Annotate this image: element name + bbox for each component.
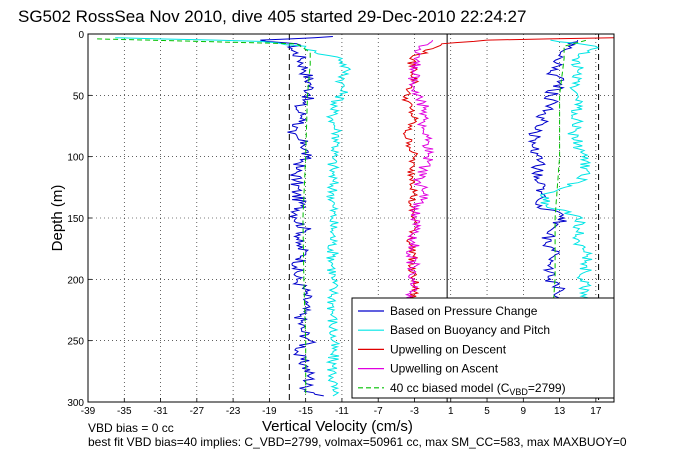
x-tick-label: -15 — [298, 406, 313, 417]
x-tick-label: -11 — [335, 406, 349, 417]
y-tick-label: 150 — [67, 214, 84, 225]
legend-label: Based on Buoyancy and Pitch — [390, 323, 550, 337]
best-fit-note: best fit VBD bias=40 implies: C_VBD=2799… — [88, 435, 627, 449]
x-tick-label: -39 — [81, 406, 96, 417]
y-tick-label: 250 — [67, 337, 84, 348]
y-axis-label: Depth (m) — [49, 185, 66, 252]
legend-label: Based on Pressure Change — [390, 304, 538, 318]
y-axis-ticks: 0 50 100 150 200 250 300 — [67, 30, 92, 409]
vbd-bias-note: VBD bias = 0 cc — [88, 421, 174, 435]
chart-title: SG502 RossSea Nov 2010, dive 405 started… — [18, 7, 526, 26]
x-tick-label: 9 — [521, 406, 527, 417]
series-line-5 — [97, 38, 311, 396]
x-tick-label: -31 — [153, 406, 168, 417]
y-tick-label: 0 — [78, 30, 84, 41]
x-tick-label: 1 — [448, 406, 454, 417]
legend-label: Upwelling on Descent — [390, 342, 507, 356]
x-tick-label: -3 — [410, 406, 419, 417]
x-tick-label: 13 — [554, 406, 566, 417]
x-axis-label: Vertical Velocity (cm/s) — [262, 418, 413, 435]
series-line-1 — [260, 36, 333, 397]
x-tick-label: -35 — [117, 406, 132, 417]
series-line-2 — [115, 37, 352, 397]
legend: Based on Pressure Change Based on Buoyanc… — [351, 297, 615, 399]
x-tick-label: -7 — [374, 406, 383, 417]
y-tick-label: 100 — [67, 153, 84, 164]
y-tick-label: 300 — [67, 398, 84, 409]
legend-label: Upwelling on Ascent — [390, 362, 499, 376]
x-tick-label: -23 — [226, 406, 241, 417]
x-tick-label: -19 — [262, 406, 277, 417]
x-axis-ticks: -39 -35 -31 -27 -23 -19 -15 -11 -7 -3 1 5 9 13 17 — [81, 398, 602, 417]
x-tick-label: 5 — [484, 406, 490, 417]
legend-label: 40 cc biased model (CVBD=2799) — [390, 381, 566, 397]
legend-box — [351, 297, 615, 399]
x-tick-label: 17 — [590, 406, 602, 417]
y-tick-label: 200 — [67, 275, 84, 286]
x-tick-label: -27 — [190, 406, 205, 417]
y-tick-label: 50 — [73, 91, 85, 102]
